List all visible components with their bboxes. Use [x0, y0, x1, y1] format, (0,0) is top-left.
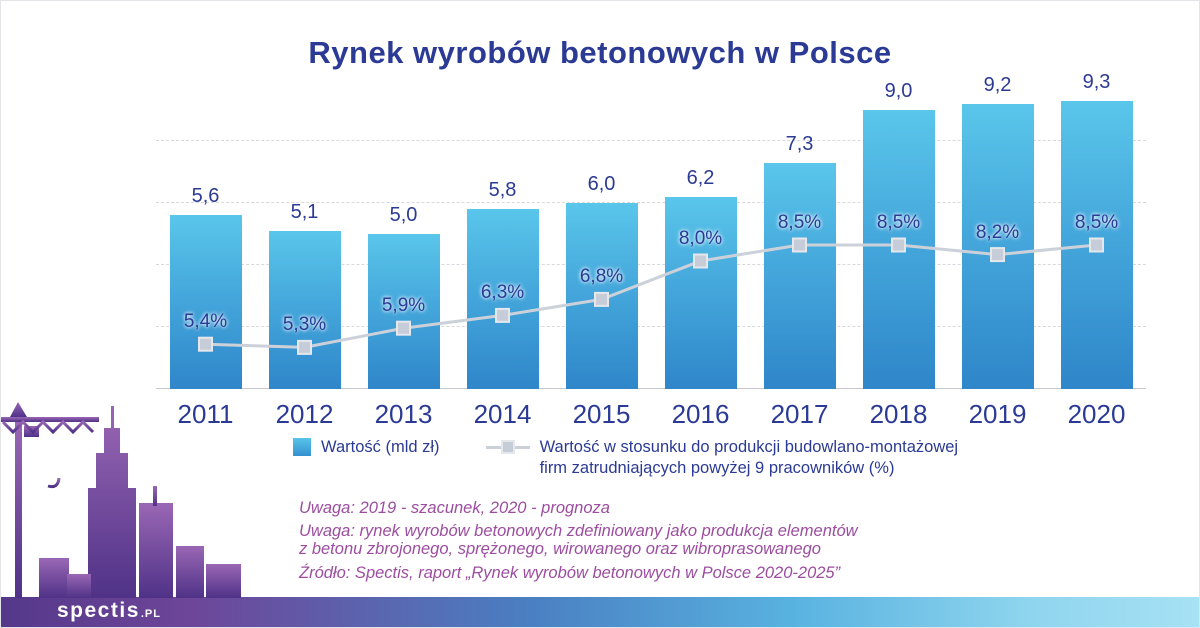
line-value-label-2013: 5,9%: [381, 295, 426, 317]
line-value-label-2019: 8,2%: [975, 221, 1020, 243]
logo-text: spectis: [57, 599, 140, 622]
line-series-label-line1: Wartość w stosunku do produkcji budowlan…: [539, 438, 959, 456]
x-tick-2014: 2014: [473, 399, 532, 429]
x-tick-2011: 2011: [177, 399, 234, 429]
line-value-label-2012: 5,3%: [282, 314, 327, 336]
bar-value-label-2016: 6,2: [686, 166, 715, 189]
bar-2012: [268, 230, 341, 389]
gridline-8: [156, 140, 1146, 141]
bar-2019: [961, 103, 1034, 389]
spectis-logo: spectis .PL: [57, 599, 161, 623]
x-tick-2020: 2020: [1067, 399, 1126, 429]
bar-value-label-2011: 5,6: [191, 185, 220, 208]
footnote-1: Uwaga: 2019 - szacunek, 2020 - prognoza: [299, 499, 610, 517]
chart-title: Rynek wyrobów betonowych w Polsce: [308, 35, 892, 70]
bar-2018: [862, 110, 935, 389]
legend-item-bars: Wartość (mld zł): [293, 437, 440, 458]
x-axis-line: [156, 388, 1146, 389]
bar-2011: [169, 215, 242, 389]
x-tick-2013: 2013: [374, 399, 433, 429]
logo-suffix: .PL: [140, 608, 161, 620]
x-tick-2012: 2012: [275, 399, 334, 429]
bar-value-label-2019: 9,2: [983, 73, 1012, 96]
legend: Wartość (mld zł) Wartość w stosunku do p…: [293, 437, 958, 479]
x-tick-2016: 2016: [671, 399, 730, 429]
buildings-silhouette: [39, 406, 241, 598]
line-series-swatch-icon: [485, 438, 530, 456]
x-tick-2018: 2018: [869, 399, 928, 429]
bar-2015: [565, 203, 638, 389]
bar-series-label: Wartość (mld zł): [321, 438, 440, 456]
bar-2016: [664, 196, 737, 389]
line-series-label: Wartość w stosunku do produkcji budowlan…: [540, 437, 959, 479]
x-tick-2019: 2019: [968, 399, 1027, 429]
x-tick-2015: 2015: [572, 399, 631, 429]
line-value-label-2020: 8,5%: [1074, 212, 1119, 233]
bar-value-label-2015: 6,0: [587, 173, 616, 195]
bar-value-label-2013: 5,0: [389, 204, 418, 226]
x-axis: 2011 2012 2013 2014 2015 2016 2017 2018 2019 2020: [156, 399, 1146, 431]
chart-plot-area: 5,6 5,1 5,0 5,8 6,0 6,2 7,3 9,0 9,2 9,3 5,4% 5,3% 5,…: [156, 71, 1146, 389]
line-value-label-2018: 8,5%: [876, 212, 921, 233]
footnote-2-line1: Uwaga: rynek wyrobów betonowych zdefinio…: [299, 522, 858, 540]
bar-2020: [1060, 100, 1133, 389]
footnotes: Uwaga: 2019 - szacunek, 2020 - prognoza …: [299, 499, 858, 582]
line-value-label-2014: 6,3%: [480, 282, 525, 304]
line-swatch-marker: [500, 440, 515, 454]
gridline-6: [156, 202, 1146, 203]
line-value-label-2017: 8,5%: [777, 212, 822, 233]
line-value-label-2015: 6,8%: [579, 266, 624, 288]
bar-value-label-2020: 9,3: [1082, 70, 1111, 93]
bar-value-label-2014: 5,8: [488, 179, 517, 202]
footer-gradient-bar: [1, 597, 1199, 627]
footnote-2-line2: z betonu zbrojonego, sprężonego, wirowan…: [299, 540, 821, 558]
line-value-label-2016: 8,0%: [678, 228, 723, 249]
bar-series-swatch-icon: [293, 438, 311, 456]
bar-2017: [763, 162, 836, 389]
crane-truss-icon: [1, 419, 95, 489]
line-value-label-2011: 5,4%: [183, 311, 228, 333]
bar-value-label-2018: 9,0: [884, 80, 913, 102]
line-series-label-line2: firm zatrudniających powyżej 9 pracownik…: [539, 459, 895, 477]
bar-value-label-2012: 5,1: [290, 200, 319, 223]
x-tick-2017: 2017: [770, 399, 829, 429]
source-note: Źródło: Spectis, raport „Rynek wyrobów b…: [299, 564, 841, 582]
legend-item-line: Wartość w stosunku do produkcji budowlan…: [485, 437, 959, 479]
bar-value-label-2017: 7,3: [785, 132, 814, 155]
city-skyline-crane-graphic: [1, 402, 241, 598]
